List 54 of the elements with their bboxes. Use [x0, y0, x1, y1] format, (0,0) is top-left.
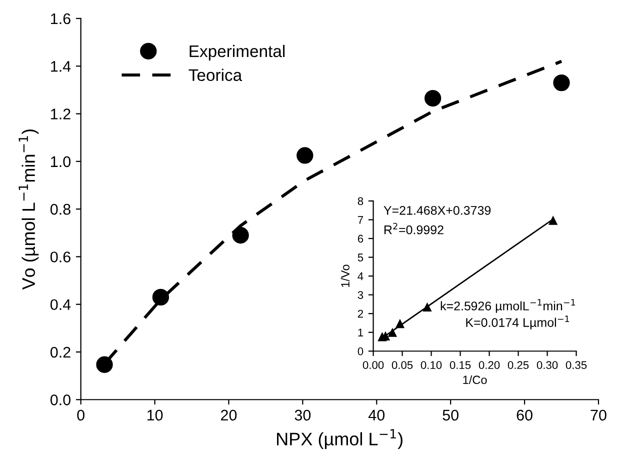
x-tick-label: 0.20	[478, 361, 500, 370]
y-tick-label: 1.4	[51, 61, 71, 72]
x-tick-label: 60	[516, 410, 532, 421]
y-tick-label: 0.6	[50, 252, 70, 262]
legend-label: Teorica	[188, 68, 242, 82]
annotation: R$^{2}$=0.9992	[384, 222, 444, 234]
y-tick-label: 1.6	[51, 13, 70, 24]
x-tick-label: 0.15	[450, 361, 471, 370]
y-tick-label: 0.2	[50, 346, 70, 358]
x-tick-label: 40	[368, 410, 385, 421]
x-axis-title: 1/Co	[463, 375, 487, 384]
y-tick-label: 7	[358, 216, 364, 224]
x-tick-label: 70	[590, 410, 606, 421]
y-tick-label: 2	[358, 310, 364, 318]
point	[152, 288, 170, 306]
point	[396, 320, 404, 328]
y-tick-label: 5	[358, 254, 364, 262]
x-axis-title: NPX (µmol L$^{−1}$)	[277, 429, 402, 450]
x-tick-label: 0.00	[362, 361, 384, 370]
point	[553, 74, 570, 92]
x-tick-label: 20	[221, 410, 237, 421]
x-tick-label: 30	[294, 410, 311, 421]
annotation: K=0.0174 Lµmol$^{−1}$	[466, 316, 570, 330]
point	[388, 328, 397, 337]
y-tick-label: 0.8	[50, 204, 70, 215]
point	[423, 303, 432, 312]
y-tick-label: 4	[358, 272, 364, 280]
y-tick-label: 1	[358, 328, 364, 336]
x-tick-label: 0.05	[392, 361, 413, 370]
point	[424, 90, 442, 107]
x-tick-label: 50	[442, 410, 458, 421]
y-tick-label: 3	[358, 291, 364, 299]
point	[548, 216, 558, 225]
y-tick-label: 1.0	[51, 156, 71, 168]
y-tick-label: 6	[358, 234, 364, 243]
y-tick-label: 8	[358, 197, 364, 206]
y-axis-title: 1/Vo	[340, 264, 350, 287]
x-tick-label: 0.30	[536, 361, 558, 370]
point	[96, 356, 113, 373]
x-tick-label: 0.35	[566, 361, 587, 370]
x-tick-label: 0.10	[420, 361, 442, 370]
y-tick-label: 1.2	[51, 108, 70, 120]
annotation: Y=21.468X+0.3739	[384, 206, 491, 215]
x-tick-label: 10	[147, 410, 163, 421]
x-tick-label: 0.25	[508, 361, 529, 370]
legend-label: Experimental	[190, 44, 285, 60]
y-tick-label: 0.4	[50, 299, 71, 310]
y-tick-label: 0.0	[50, 394, 71, 406]
x-tick-label: 0	[77, 410, 84, 421]
annotation: k=2.5926 µmolL$^{−1}$min$^{−1}$	[440, 299, 576, 313]
y-tick-label: 0	[358, 347, 364, 356]
point	[232, 226, 249, 244]
y-axis-title: Vo (µmol L$^{−1}$min$^{−1}$)	[18, 130, 39, 290]
point	[296, 147, 314, 164]
